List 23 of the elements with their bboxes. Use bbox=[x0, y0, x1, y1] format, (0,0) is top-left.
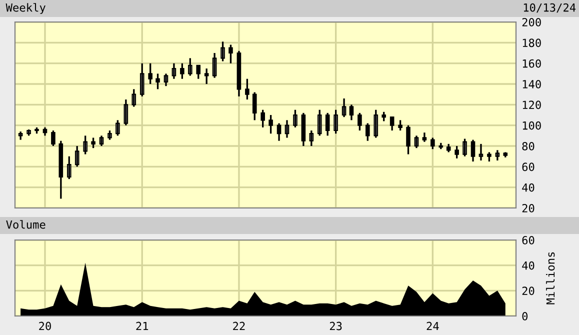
y-tick-label: 180 bbox=[522, 38, 541, 48]
y-tick-label: 0 bbox=[522, 312, 528, 320]
y-tick-label: 60 bbox=[522, 162, 534, 172]
y-tick-label: 100 bbox=[522, 121, 541, 130]
y-tick-label: 80 bbox=[522, 142, 534, 150]
text: 10/13/24 bbox=[524, 3, 576, 13]
y-tick-label: 160 bbox=[522, 59, 541, 68]
chart-title: Volume bbox=[6, 220, 46, 229]
y-tick-label: 200 bbox=[522, 18, 541, 26]
x-tick-label: 24 bbox=[426, 322, 439, 330]
x-tick-label: 22 bbox=[233, 322, 245, 330]
chart-title: Weekly bbox=[6, 3, 46, 14]
x-tick-label: 20 bbox=[39, 322, 51, 330]
y-tick-label: 20 bbox=[522, 286, 534, 296]
y-tick-label: 40 bbox=[522, 183, 534, 192]
y-tick-label: 20 bbox=[522, 204, 534, 212]
x-tick-label: 23 bbox=[330, 322, 342, 330]
x-tick-label: 21 bbox=[136, 322, 148, 330]
y-tick-label: 60 bbox=[522, 236, 534, 244]
y-axis-title: Millions bbox=[546, 252, 555, 304]
y-tick-label: 120 bbox=[522, 100, 541, 110]
y-tick-label: 40 bbox=[522, 261, 534, 270]
y-tick-label: 140 bbox=[522, 80, 541, 88]
